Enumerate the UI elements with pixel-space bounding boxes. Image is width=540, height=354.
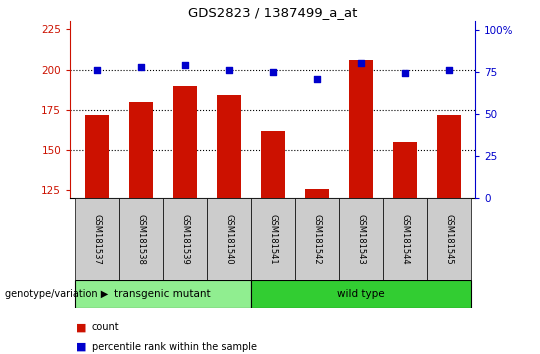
Text: GSM181539: GSM181539 xyxy=(180,213,189,264)
Text: ■: ■ xyxy=(76,322,86,332)
Point xyxy=(401,71,409,76)
Text: count: count xyxy=(92,322,119,332)
Bar xyxy=(349,60,373,198)
Bar xyxy=(251,198,295,280)
Bar xyxy=(393,142,417,198)
Text: GSM181542: GSM181542 xyxy=(312,213,321,264)
Text: transgenic mutant: transgenic mutant xyxy=(114,289,211,299)
Bar xyxy=(75,198,119,280)
Point xyxy=(313,76,321,81)
Text: GSM181543: GSM181543 xyxy=(356,213,365,264)
Bar xyxy=(383,198,427,280)
Bar xyxy=(119,198,163,280)
Point xyxy=(444,67,453,73)
Bar xyxy=(251,280,471,308)
Bar xyxy=(173,86,197,198)
Bar xyxy=(295,198,339,280)
Bar xyxy=(217,95,241,198)
Point xyxy=(356,61,365,66)
Point xyxy=(268,69,277,75)
Bar xyxy=(261,131,285,198)
Bar xyxy=(305,189,329,198)
Bar xyxy=(427,198,471,280)
Text: GSM181540: GSM181540 xyxy=(224,213,233,264)
Text: wild type: wild type xyxy=(337,289,384,299)
Bar xyxy=(129,102,153,198)
Text: percentile rank within the sample: percentile rank within the sample xyxy=(92,342,257,352)
Text: ■: ■ xyxy=(76,342,86,352)
Point xyxy=(136,64,145,70)
Text: GSM181545: GSM181545 xyxy=(444,213,453,264)
Bar xyxy=(84,115,109,198)
Bar xyxy=(163,198,207,280)
Text: GSM181544: GSM181544 xyxy=(400,213,409,264)
Point xyxy=(180,62,189,68)
Text: genotype/variation ▶: genotype/variation ▶ xyxy=(5,289,109,299)
Text: GSM181541: GSM181541 xyxy=(268,213,277,264)
Point xyxy=(224,67,233,73)
Title: GDS2823 / 1387499_a_at: GDS2823 / 1387499_a_at xyxy=(188,6,357,19)
Text: GSM181538: GSM181538 xyxy=(136,213,145,264)
Bar xyxy=(207,198,251,280)
Text: GSM181537: GSM181537 xyxy=(92,213,101,264)
Bar xyxy=(339,198,383,280)
Point xyxy=(92,67,101,73)
Bar xyxy=(75,280,251,308)
Bar xyxy=(437,115,461,198)
